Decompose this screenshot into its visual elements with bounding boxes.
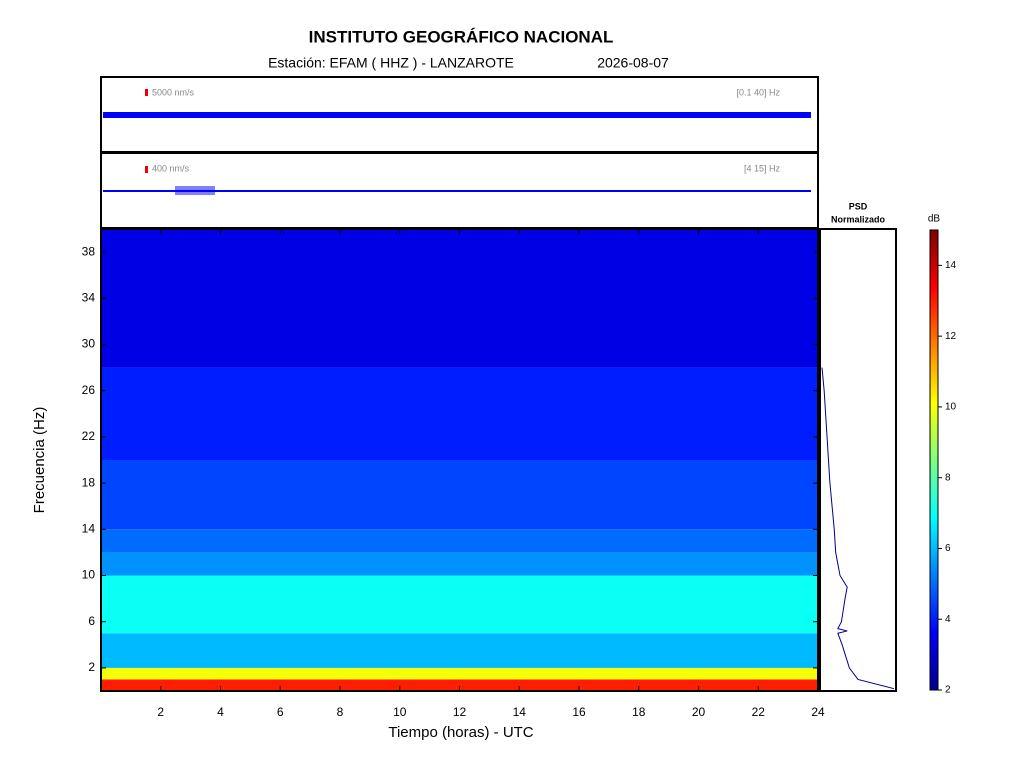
colorbar-tick-label: 2 bbox=[945, 685, 951, 696]
colorbar-tick-label: 6 bbox=[945, 543, 951, 554]
psd-title: Normalizado bbox=[831, 214, 886, 224]
y-tick-label: 22 bbox=[82, 429, 96, 443]
x-tick-label: 12 bbox=[453, 705, 467, 719]
y-tick-label: 6 bbox=[88, 614, 95, 628]
colorbar-tick-label: 8 bbox=[945, 472, 951, 483]
psd-frame bbox=[819, 228, 897, 692]
spectrogram-band bbox=[101, 529, 818, 553]
x-tick-label: 4 bbox=[217, 705, 224, 719]
x-axis-label: Tiempo (horas) - UTC bbox=[388, 724, 533, 741]
trace-scale: 5000 nm/s bbox=[152, 87, 195, 97]
x-tick-label: 14 bbox=[513, 705, 527, 719]
y-tick-label: 30 bbox=[82, 337, 96, 351]
trace-band: [0.1 40] Hz bbox=[736, 87, 780, 97]
x-tick-label: 8 bbox=[337, 705, 344, 719]
trace-scale: 400 nm/s bbox=[152, 163, 190, 173]
colorbar-tick-label: 12 bbox=[945, 331, 957, 342]
x-tick-label: 20 bbox=[692, 705, 706, 719]
psd-line bbox=[821, 367, 895, 690]
x-tick-label: 16 bbox=[572, 705, 586, 719]
x-tick-label: 22 bbox=[752, 705, 766, 719]
trace-burst bbox=[175, 186, 215, 195]
colorbar-tick-label: 10 bbox=[945, 402, 957, 413]
y-tick-label: 18 bbox=[82, 475, 96, 489]
date: 2026-08-07 bbox=[597, 55, 669, 71]
y-tick-label: 14 bbox=[82, 521, 96, 535]
spectrogram bbox=[101, 229, 818, 691]
y-tick-label: 34 bbox=[82, 290, 96, 304]
spectrogram-band bbox=[101, 667, 818, 680]
spectrogram-band bbox=[101, 229, 818, 368]
y-tick-label: 2 bbox=[88, 660, 95, 674]
x-tick-label: 18 bbox=[632, 705, 646, 719]
y-tick-label: 26 bbox=[82, 383, 96, 397]
title: INSTITUTO GEOGRÁFICO NACIONAL bbox=[309, 27, 614, 46]
spectrogram-band bbox=[101, 575, 818, 634]
trace-signal bbox=[103, 112, 811, 118]
colorbar-label: dB bbox=[928, 214, 941, 225]
scale-bar bbox=[145, 89, 148, 96]
y-axis-label: Frecuencia (Hz) bbox=[31, 407, 48, 514]
trace-band: [4 15] Hz bbox=[744, 163, 781, 173]
spectrogram-band bbox=[101, 679, 818, 691]
x-tick-label: 2 bbox=[157, 705, 164, 719]
psd-title: PSD bbox=[849, 201, 868, 211]
y-tick-label: 10 bbox=[82, 568, 96, 582]
x-tick-label: 6 bbox=[277, 705, 284, 719]
spectrogram-band bbox=[101, 460, 818, 530]
spectrogram-band bbox=[101, 367, 818, 460]
trace-signal bbox=[103, 190, 811, 192]
spectrogram-band bbox=[101, 633, 818, 668]
x-tick-label: 24 bbox=[811, 705, 825, 719]
x-tick-label: 10 bbox=[393, 705, 407, 719]
station: Estación: EFAM ( HHZ ) - LANZAROTE bbox=[268, 55, 514, 71]
colorbar-tick-label: 4 bbox=[945, 614, 951, 625]
colorbar-tick-label: 14 bbox=[945, 260, 957, 271]
spectrogram-band bbox=[101, 552, 818, 576]
colorbar bbox=[929, 229, 939, 691]
scale-bar bbox=[145, 166, 148, 173]
y-tick-label: 38 bbox=[82, 244, 96, 258]
